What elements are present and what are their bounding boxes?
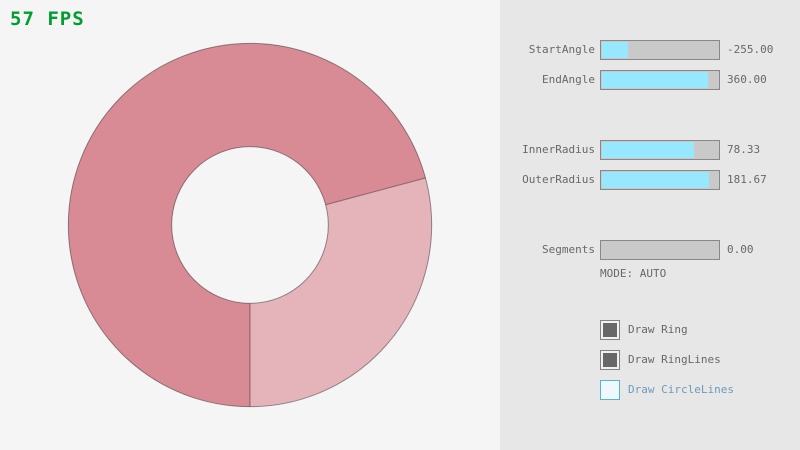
outer-radius-value: 181.67: [727, 173, 767, 186]
draw-ringlines-checkbox[interactable]: [600, 350, 620, 370]
end-angle-slider[interactable]: [600, 70, 720, 90]
draw-ring-label: Draw Ring: [628, 323, 688, 336]
inner-radius-value: 78.33: [727, 143, 761, 156]
slider-row-end-angle: EndAngle 360.00: [500, 70, 800, 90]
end-angle-value: 360.00: [727, 73, 767, 86]
end-angle-label: EndAngle: [542, 73, 595, 86]
inner-radius-slider[interactable]: [600, 140, 720, 160]
outer-radius-slider-fill: [602, 172, 710, 188]
checkbox-checked-icon: [603, 323, 617, 337]
end-angle-slider-fill: [602, 72, 709, 88]
draw-circlelines-checkbox-row: Draw CircleLines: [500, 380, 800, 400]
draw-circlelines-label: Draw CircleLines: [628, 383, 734, 396]
mode-indicator: MODE: AUTO: [600, 267, 667, 280]
start-angle-slider[interactable]: [600, 40, 720, 60]
inner-radius-label: InnerRadius: [522, 143, 595, 156]
ring-chart: [67, 42, 433, 408]
slider-row-inner-radius: InnerRadius 78.33: [500, 140, 800, 160]
draw-ring-checkbox-row: Draw Ring: [500, 320, 800, 340]
draw-ring-checkbox[interactable]: [600, 320, 620, 340]
slider-row-segments: Segments 0.00: [500, 240, 800, 260]
start-angle-slider-fill: [602, 42, 628, 58]
start-angle-label: StartAngle: [528, 43, 595, 56]
slider-row-start-angle: StartAngle -255.00: [500, 40, 800, 60]
start-angle-value: -255.00: [727, 43, 774, 56]
segments-label: Segments: [542, 243, 595, 256]
segments-slider[interactable]: [600, 240, 720, 260]
ring-sector-single-drawn-arc: [250, 177, 432, 407]
outer-radius-label: OuterRadius: [522, 173, 595, 186]
segments-value: 0.00: [727, 243, 754, 256]
fps-counter: 57 FPS: [10, 8, 85, 30]
inner-radius-slider-fill: [602, 142, 695, 158]
draw-ringlines-label: Draw RingLines: [628, 353, 721, 366]
ring-outer-outline: [67, 42, 433, 408]
draw-circlelines-checkbox[interactable]: [600, 380, 620, 400]
outer-radius-slider[interactable]: [600, 170, 720, 190]
ring-inner-outline: [171, 146, 329, 304]
draw-ringlines-checkbox-row: Draw RingLines: [500, 350, 800, 370]
ring-edge-line: [325, 177, 426, 206]
ring-sector-double-drawn-arc: [68, 43, 426, 407]
checkbox-checked-icon: [603, 353, 617, 367]
slider-row-outer-radius: OuterRadius 181.67: [500, 170, 800, 190]
controls-panel: StartAngle -255.00 EndAngle 360.00 Inner…: [500, 0, 800, 450]
